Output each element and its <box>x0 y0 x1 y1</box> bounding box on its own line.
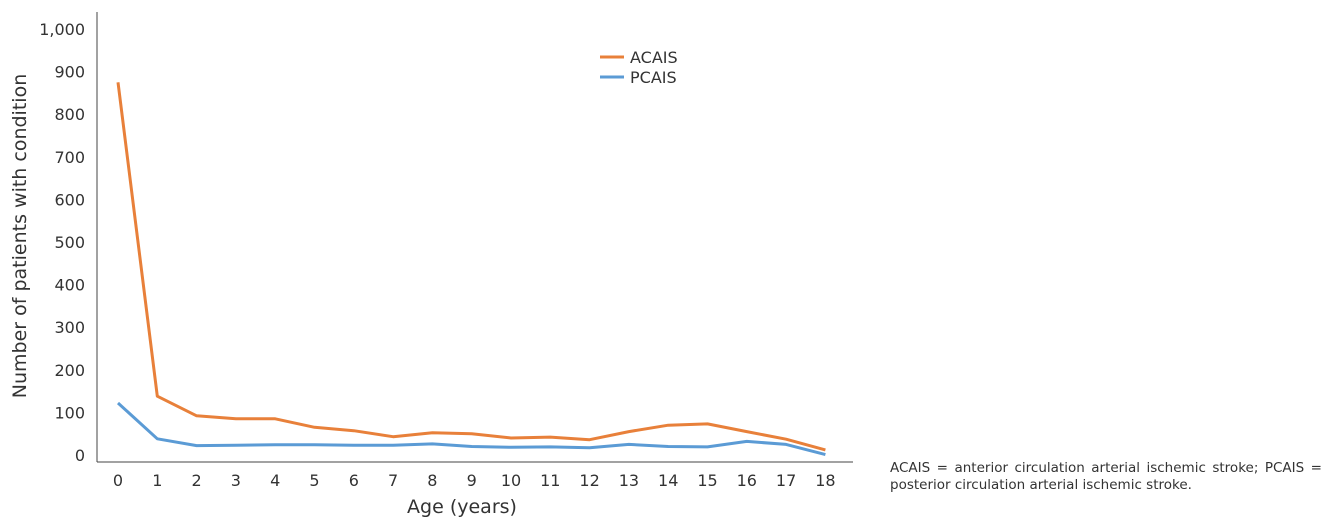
y-tick-label: 1,000 <box>39 20 85 39</box>
series-line-acais <box>116 82 826 452</box>
legend-label-acais: ACAIS <box>630 48 678 67</box>
x-axis: 0 1 2 3 4 5 6 7 8 9 10 11 12 13 14 15 16 17 18 <box>113 471 836 490</box>
x-tick-label: 1 <box>152 471 162 490</box>
y-tick-label: 500 <box>54 233 85 252</box>
legend-label-pcais: PCAIS <box>630 68 677 87</box>
x-axis-title: Age (years) <box>407 496 517 518</box>
x-tick-label: 7 <box>388 471 398 490</box>
x-tick-label: 10 <box>501 471 521 490</box>
y-tick-label: 300 <box>54 318 85 337</box>
x-tick-label: 5 <box>309 471 319 490</box>
y-axis-title: Number of patients with condition <box>9 74 31 398</box>
y-tick-label: 200 <box>54 361 85 380</box>
x-tick-label: 4 <box>270 471 280 490</box>
y-tick-label: 900 <box>54 63 85 82</box>
figure-caption: ACAIS = anterior circulation arterial is… <box>890 460 1322 493</box>
y-tick-label: 400 <box>54 276 85 295</box>
x-tick-label: 6 <box>349 471 359 490</box>
y-tick-label: 800 <box>54 105 85 124</box>
x-tick-label: 13 <box>619 471 639 490</box>
x-tick-label: 3 <box>231 471 241 490</box>
y-tick-label: 600 <box>54 190 85 209</box>
x-tick-label: 2 <box>192 471 202 490</box>
series-line-pcais <box>116 401 826 457</box>
x-tick-label: 11 <box>540 471 560 490</box>
y-tick-label: 100 <box>54 403 85 422</box>
y-tick-label: 700 <box>54 148 85 167</box>
x-tick-label: 15 <box>697 471 717 490</box>
y-tick-label: 0 <box>75 446 85 465</box>
x-tick-label: 16 <box>737 471 757 490</box>
series-group <box>116 82 826 457</box>
y-axis: 0 100 200 300 400 500 600 700 800 900 1,000 <box>39 20 85 465</box>
x-tick-label: 9 <box>467 471 477 490</box>
x-tick-label: 0 <box>113 471 123 490</box>
x-tick-label: 14 <box>658 471 678 490</box>
x-tick-label: 18 <box>815 471 835 490</box>
x-tick-label: 8 <box>427 471 437 490</box>
x-tick-label: 12 <box>579 471 599 490</box>
x-tick-label: 17 <box>776 471 796 490</box>
